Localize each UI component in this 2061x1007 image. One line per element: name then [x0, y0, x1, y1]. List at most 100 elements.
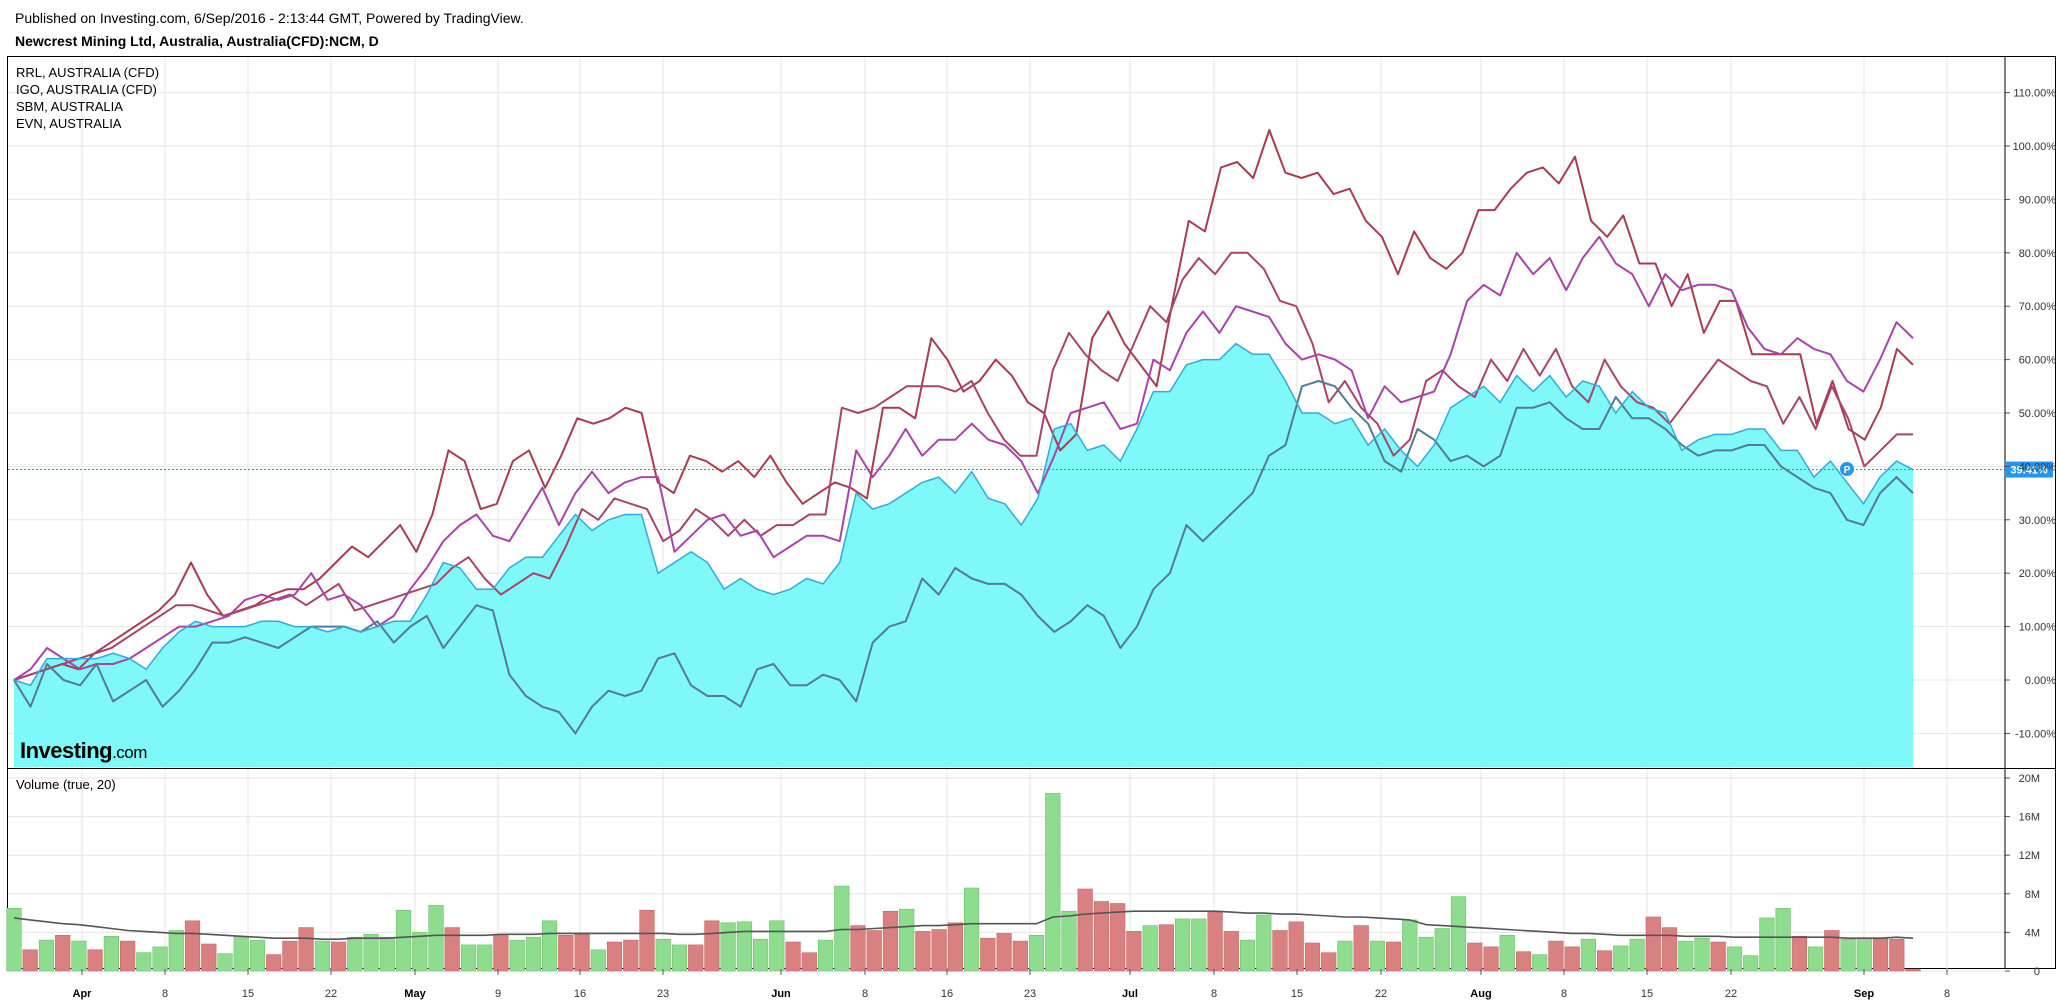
- marker-p-label: P: [1844, 465, 1851, 476]
- volume-bar: [201, 943, 217, 972]
- volume-bar: [1142, 925, 1158, 972]
- volume-bar: [509, 939, 525, 972]
- volume-bar: [688, 944, 704, 972]
- volume-bar: [558, 934, 574, 972]
- axes-group: Apr 8 15 22 May 9 16 23 Jun 8 16 23 Jul 8 15 22 Aug 8 15 22…: [73, 57, 2057, 1000]
- volume-bar: [899, 908, 915, 972]
- y-tick-label: 0.00%: [2025, 675, 2056, 687]
- volume-bar: [1661, 927, 1678, 972]
- volume-bar: [1840, 938, 1856, 972]
- volume-bar: [1012, 940, 1028, 972]
- volume-bar: [1905, 968, 1921, 972]
- vol-tick-label: 0: [2034, 966, 2040, 978]
- vol-tick-label: 20M: [2019, 773, 2040, 785]
- volume-bar: [866, 930, 882, 972]
- legend-item-sbm[interactable]: SBM, AUSTRALIA: [16, 99, 123, 114]
- volume-bar: [1808, 946, 1824, 972]
- volume-ma-group: [13, 910, 1914, 941]
- volume-bar: [347, 936, 363, 972]
- x-tick-label: Apr: [73, 988, 93, 1000]
- volume-bar: [136, 952, 152, 972]
- volume-bar: [1580, 938, 1596, 972]
- volume-bar: [1321, 952, 1337, 972]
- volume-bar: [22, 949, 38, 972]
- x-tick-label: 15: [1641, 988, 1653, 1000]
- last-value-label: 39.41%: [2010, 465, 2048, 477]
- volume-bar: [1872, 937, 1889, 972]
- x-tick-label: 22: [325, 988, 337, 1000]
- volume-bar: [1824, 930, 1840, 972]
- x-tick-label: 22: [1375, 988, 1387, 1000]
- volume-bar: [1175, 918, 1191, 972]
- volume-bar: [1775, 907, 1791, 972]
- volume-bar: [1191, 918, 1207, 972]
- volume-bar: [1710, 941, 1726, 972]
- volume-bar: [1499, 934, 1515, 972]
- volume-bar: [298, 927, 314, 972]
- x-tick-label: 15: [1291, 988, 1303, 1000]
- volume-bar: [1548, 940, 1564, 972]
- volume-bar: [1759, 917, 1775, 972]
- volume-bar: [1402, 919, 1418, 972]
- main-series-group: [13, 129, 1914, 767]
- volume-bar: [931, 929, 947, 972]
- volume-bar: [720, 922, 736, 972]
- x-tick-label: 8: [1211, 988, 1217, 1000]
- volume-bar: [1093, 901, 1110, 972]
- volume-bar: [541, 920, 558, 972]
- x-tick-label: 8: [1561, 988, 1567, 1000]
- y-tick-label: 40.00%: [2019, 461, 2057, 473]
- x-tick-label: 23: [1024, 988, 1036, 1000]
- volume-bar: [1856, 937, 1872, 972]
- volume-bar: [38, 939, 55, 972]
- volume-bar: [1629, 938, 1645, 972]
- x-tick-label: 15: [242, 988, 254, 1000]
- volume-bar: [1597, 950, 1613, 972]
- volume-bar: [1223, 931, 1239, 972]
- volume-bar: [1743, 955, 1759, 972]
- volume-bar: [1450, 896, 1467, 972]
- volume-bar: [996, 933, 1012, 972]
- published-caption: Published on Investing.com, 6/Sep/2016 -…: [15, 10, 524, 26]
- x-tick-label: May: [404, 988, 426, 1000]
- x-tick-label: 23: [657, 988, 669, 1000]
- symbol-title: Newcrest Mining Ltd, Australia, Australi…: [15, 33, 379, 49]
- last-value-badge: [2006, 461, 2053, 478]
- y-tick-label: -10.00%: [2015, 728, 2056, 740]
- volume-bar: [590, 949, 606, 972]
- marker-p: [1839, 462, 1854, 477]
- x-tick-label: 22: [1725, 988, 1737, 1000]
- volume-bar: [1726, 946, 1743, 972]
- y-tick-label: 50.00%: [2019, 408, 2057, 420]
- legend-item-igo[interactable]: IGO, AUSTRALIA (CFD): [16, 82, 157, 97]
- volume-bar: [1418, 936, 1434, 972]
- line-sbm: [13, 235, 1914, 681]
- volume-bar: [1434, 928, 1450, 972]
- volume-bar: [1045, 793, 1061, 972]
- volume-bar: [314, 940, 331, 972]
- volume-bar: [363, 933, 379, 972]
- volume-indicator-label[interactable]: Volume (true, 20): [16, 777, 116, 792]
- logo-brand: Investing: [20, 738, 113, 763]
- volume-bar: [1256, 914, 1272, 972]
- volume-bar: [428, 905, 444, 972]
- volume-bar: [1158, 924, 1174, 972]
- volume-bar: [460, 944, 477, 972]
- volume-bar: [606, 941, 623, 972]
- volume-bar: [1369, 940, 1385, 972]
- x-tick-label: 16: [574, 988, 586, 1000]
- volume-bar: [1694, 937, 1710, 972]
- y-tick-label: 80.00%: [2019, 248, 2057, 260]
- y-tick-label: 60.00%: [2019, 355, 2057, 367]
- volume-ma-line: [13, 910, 1914, 941]
- volume-bar: [120, 940, 136, 972]
- x-tick-label: 8: [162, 988, 168, 1000]
- volume-bar: [801, 952, 817, 972]
- volume-bar: [217, 953, 233, 972]
- legend-item-evn[interactable]: EVN, AUSTRALIA: [16, 116, 122, 131]
- volume-bar: [168, 930, 184, 972]
- volume-bar: [1515, 951, 1532, 972]
- legend-item-rrl[interactable]: RRL, AUSTRALIA (CFD): [16, 65, 160, 80]
- y-tick-label: 100.00%: [2013, 141, 2057, 153]
